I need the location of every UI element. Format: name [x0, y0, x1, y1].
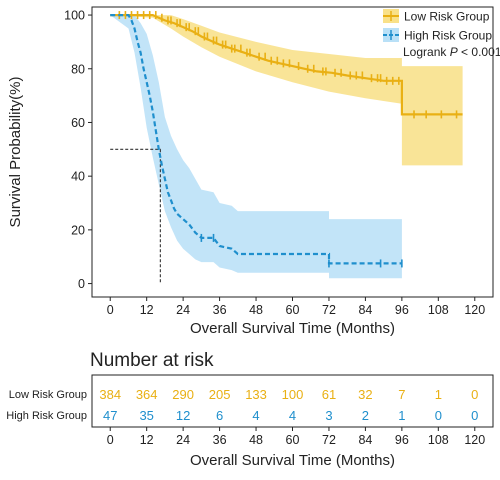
risk-table-frame	[91, 374, 494, 428]
y-tick-label-1: 20	[71, 223, 85, 237]
km-plot: 0 12 24 36 48 60 72 84 96 108 120 Overall Survival …	[7, 6, 500, 337]
x-tick-label-1: 12	[140, 303, 154, 317]
y-tick-label-5: 100	[64, 9, 85, 23]
x-tick-label-7: 84	[358, 303, 372, 317]
risk-x-tick-label-8: 96	[395, 433, 409, 447]
risk-value-0-9: 1	[435, 387, 442, 402]
risk-value-1-4: 4	[252, 408, 259, 423]
x-tick-label-3: 36	[213, 303, 227, 317]
x-tick-label-10: 120	[464, 303, 485, 317]
risk-row-label-0: Low Risk Group	[9, 389, 87, 401]
risk-value-1-7: 2	[362, 408, 369, 423]
risk-table-title: Number at risk	[90, 350, 214, 371]
risk-value-0-5: 100	[282, 387, 304, 402]
risk-value-0-7: 32	[358, 387, 372, 402]
risk-value-0-8: 7	[398, 387, 405, 402]
risk-value-0-2: 290	[172, 387, 194, 402]
risk-x-tick-label-3: 36	[213, 433, 227, 447]
y-tick-label-3: 60	[71, 116, 85, 130]
risk-value-0-0: 384	[99, 387, 121, 402]
risk-value-1-8: 1	[398, 408, 405, 423]
risk-value-1-9: 0	[435, 408, 442, 423]
risk-value-1-2: 12	[176, 408, 190, 423]
risk-row-label-1: High Risk Group	[6, 410, 87, 422]
risk-x-tick-label-5: 60	[286, 433, 300, 447]
risk-value-1-1: 35	[139, 408, 153, 423]
risk-value-1-5: 4	[289, 408, 296, 423]
risk-value-1-3: 6	[216, 408, 223, 423]
y-tick-label-4: 80	[71, 62, 85, 76]
legend-label-1: High Risk Group	[404, 29, 492, 43]
ci-band-0	[110, 15, 463, 166]
risk-x-tick-label-4: 48	[249, 433, 263, 447]
risk-x-tick-label-10: 120	[464, 433, 485, 447]
risk-x-axis-title: Overall Survival Time (Months)	[190, 452, 395, 469]
x-axis-title: Overall Survival Time (Months)	[190, 320, 395, 337]
risk-x-tick-label-2: 24	[176, 433, 190, 447]
risk-value-0-10: 0	[471, 387, 478, 402]
y-axis-title: Survival Probability(%)	[7, 77, 24, 228]
risk-value-1-0: 47	[103, 408, 117, 423]
risk-value-0-3: 205	[209, 387, 231, 402]
risk-x-tick-label-7: 84	[358, 433, 372, 447]
risk-value-0-1: 364	[136, 387, 158, 402]
survival-line-0	[110, 14, 463, 116]
survival-line-1	[110, 14, 402, 265]
risk-value-0-4: 133	[245, 387, 267, 402]
median-reference-line	[110, 148, 161, 284]
risk-x-tick-label-1: 12	[140, 433, 154, 447]
y-tick-label-0: 0	[78, 277, 85, 291]
logrank-annotation: Logrank P < 0.001	[403, 45, 500, 59]
x-tick-label-6: 72	[322, 303, 336, 317]
x-tick-label-4: 48	[249, 303, 263, 317]
risk-value-0-6: 61	[322, 387, 336, 402]
x-tick-label-2: 24	[176, 303, 190, 317]
risk-x-tick-label-9: 108	[428, 433, 449, 447]
x-tick-label-5: 60	[286, 303, 300, 317]
x-tick-label-8: 96	[395, 303, 409, 317]
x-tick-label-9: 108	[428, 303, 449, 317]
y-tick-label-2: 40	[71, 170, 85, 184]
risk-x-tick-label-0: 0	[107, 433, 114, 447]
risk-value-1-10: 0	[471, 408, 478, 423]
x-tick-label-0: 0	[107, 303, 114, 317]
risk-value-1-6: 3	[325, 408, 332, 423]
ci-band-1	[110, 15, 402, 279]
legend-label-0: Low Risk Group	[404, 10, 490, 24]
risk-x-tick-label-6: 72	[322, 433, 336, 447]
